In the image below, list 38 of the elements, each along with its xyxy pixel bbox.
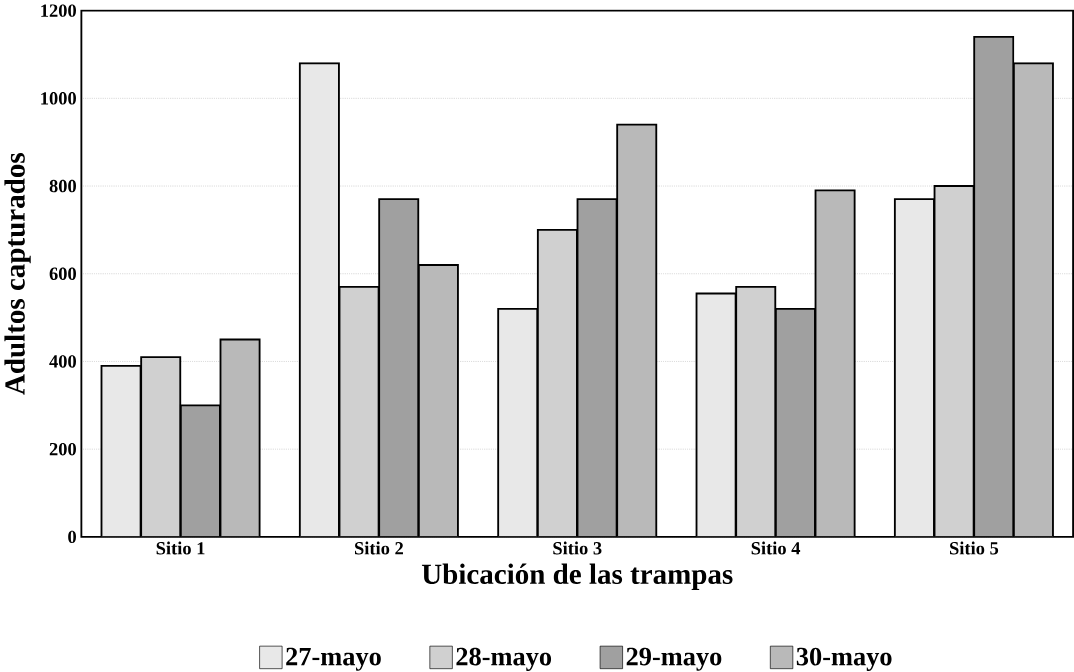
x-tick-label: Sitio 5	[950, 541, 999, 555]
legend-label: 30-mayo	[796, 647, 892, 671]
bar	[775, 308, 815, 537]
bar	[736, 286, 776, 537]
x-tick-label: Sitio 3	[553, 541, 602, 555]
bar	[973, 35, 1015, 537]
y-tick-label: 600	[49, 267, 76, 280]
bar	[379, 198, 419, 537]
bar	[617, 124, 657, 537]
y-tick-label: 1000	[41, 91, 76, 105]
bar	[933, 184, 975, 537]
bar	[299, 63, 339, 537]
legend-label: 29-mayo	[626, 647, 722, 671]
bar	[498, 308, 538, 537]
bar	[339, 286, 379, 537]
bar	[815, 190, 855, 537]
y-tick-label: 1200	[41, 4, 76, 17]
bar	[696, 293, 736, 537]
bar	[537, 229, 577, 537]
x-tick-label: Sitio 4	[751, 541, 801, 555]
bar	[180, 405, 220, 537]
legend-label: 27-mayo	[286, 647, 381, 671]
y-axis-title: Adultos capturados	[4, 152, 31, 395]
y-tick-label: 800	[49, 179, 76, 193]
bar	[101, 365, 141, 537]
bar	[893, 198, 935, 537]
bar	[577, 198, 617, 537]
x-tick-label: Sitio 2	[354, 541, 403, 555]
x-axis-title: Ubicación de las trampas	[421, 563, 733, 590]
bar	[141, 356, 181, 537]
y-tick-label: 0	[68, 530, 76, 543]
y-tick-label: 400	[49, 354, 76, 368]
legend-label: 28-mayo	[456, 647, 552, 671]
bar	[220, 339, 260, 537]
bar	[418, 264, 458, 537]
bar	[1012, 62, 1054, 537]
x-tick-label: Sitio 1	[156, 541, 205, 555]
y-tick-label: 200	[49, 442, 76, 456]
